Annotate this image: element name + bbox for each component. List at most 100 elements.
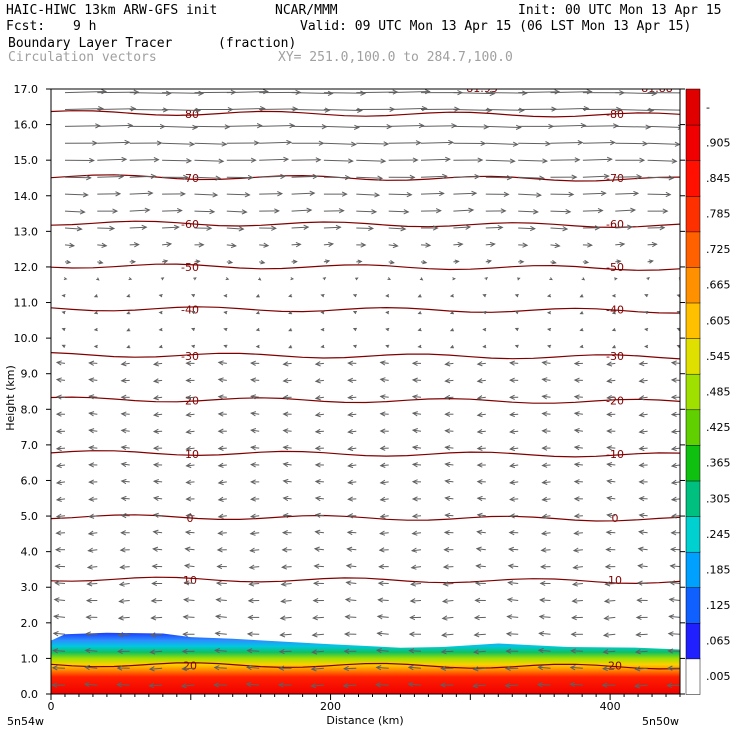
vector-arrow [639,379,648,382]
contour-line [51,576,680,585]
vector-arrowhead [633,683,640,689]
vector-arrow [356,193,380,196]
vector-arrow [345,599,357,601]
vector-arrowhead [88,157,95,164]
colorbar-swatch [685,337,701,375]
vector-arrow [647,125,680,128]
vector-arrow [186,430,195,433]
vector-arrow [162,109,201,111]
vector-arrow [323,92,365,94]
contour-line [51,662,680,670]
vector-arrowhead [681,260,685,264]
vector-arrowhead [439,682,446,688]
vector-arrowhead [214,648,220,654]
vector-arrowhead [505,648,512,654]
vector-arrowhead [538,631,545,637]
vector-arrow [550,142,583,144]
vector-arrowhead [185,445,192,452]
vector-arrowhead [281,530,288,536]
vector-arrowhead [120,394,127,400]
vector-arrowhead [449,293,454,298]
vector-arrowhead [55,513,62,519]
vector-arrowhead [88,411,95,417]
vector-arrow [453,125,489,128]
vector-arrowhead [634,666,641,672]
vector-arrowhead [98,260,104,265]
vector-arrow [668,633,680,635]
vector-arrow [607,497,616,500]
vector-arrow [442,616,454,619]
contour-line [51,450,680,458]
vector-arrow [477,413,486,416]
vector-arrow [615,109,654,111]
vector-arrow [214,667,227,669]
vector-arrow [453,192,477,195]
y-tick-label: 13.0 [14,225,39,238]
vector-arrowhead [606,495,613,502]
vector-arrowhead [152,546,159,552]
colorbar-swatch [685,266,701,304]
vector-arrowhead [244,192,251,198]
vector-arrow [311,684,324,687]
vector-arrowhead [468,207,475,213]
vector-arrowhead [533,209,539,215]
vector-arrowhead [245,681,252,688]
vector-arrowhead [247,598,254,604]
vector-arrow [346,565,357,568]
vector-arrowhead [120,478,127,485]
vector-arrow [246,683,260,686]
vector-arrowhead [476,361,483,367]
vector-arrowhead [497,224,504,231]
vector-arrowhead [221,141,228,147]
vector-arrowhead [482,327,487,332]
vector-arrow [412,379,422,381]
vector-arrow [56,515,66,518]
vector-arrowhead [444,394,451,401]
vector-arrowhead [343,648,350,654]
vector-arrow [412,412,422,415]
vector-arrowhead [667,648,674,654]
x-tick-label: 400 [600,700,621,713]
vector-arrowhead [282,445,289,451]
vector-arrowhead [185,429,192,435]
vector-arrowhead [371,209,378,215]
vector-arrowhead [216,547,223,553]
vector-arrow [443,600,454,602]
vector-arrowhead [667,631,674,637]
vector-arrowhead [282,461,289,468]
vector-arrow [607,379,616,382]
vector-arrowhead [88,513,95,519]
vector-arrowhead [223,344,228,349]
vector-arrowhead [605,546,612,553]
vector-arrow [408,666,422,669]
vector-arrowhead [217,462,224,468]
vector-arrowhead [116,665,123,671]
vector-arrow [185,548,195,551]
vector-arrow [604,616,616,619]
vector-arrow [162,125,198,128]
vector-arrowhead [166,241,173,248]
vector-arrowhead [250,377,257,383]
vector-arrowhead [152,529,159,535]
vector-arrow [154,514,163,517]
vector-arrowhead [636,174,643,180]
vector-arrow [86,633,98,635]
vector-arrowhead [55,445,62,452]
vector-arrowhead [93,294,98,298]
vector-arrowhead [181,665,188,672]
contour-line [51,220,680,229]
vector-arrowhead [613,277,618,281]
vector-arrow [162,92,204,94]
vector-arrow [129,192,153,195]
colorbar-tick-label: .605 [706,314,731,327]
vector-arrowhead [117,615,124,621]
vector-arrow [671,498,680,501]
vector-arrowhead [327,90,334,97]
vector-arrowhead [282,361,289,367]
colorbar-swatch [685,302,701,339]
vector-arrowhead [54,547,61,553]
vector-arrowhead [425,242,432,248]
vector-arrowhead [666,665,673,671]
vector-arrow [249,583,260,585]
vector-arrowhead [474,174,481,180]
